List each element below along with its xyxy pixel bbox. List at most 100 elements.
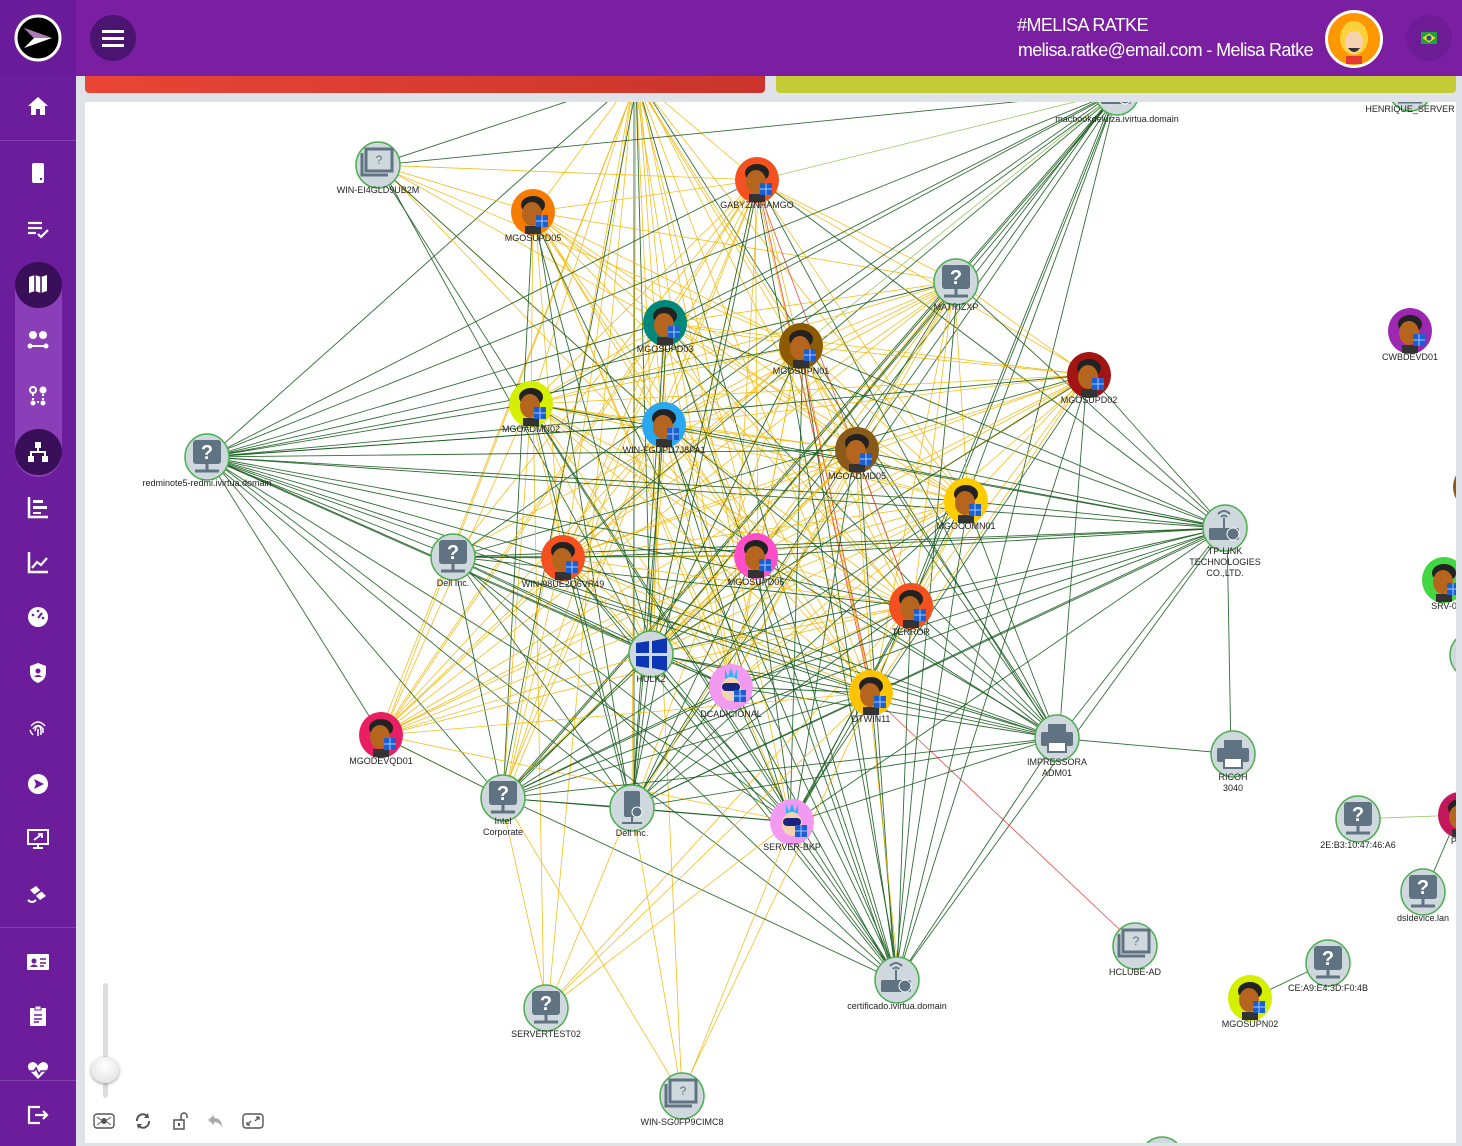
graph-edge <box>640 102 664 324</box>
graph-node[interactable]: WIN-98UE2Q6VR49 <box>522 535 605 589</box>
graph-node[interactable]: MGOSUPD06 <box>728 533 785 587</box>
graph-node[interactable]: MGOADMD05 <box>828 427 886 481</box>
user-avatar[interactable] <box>1325 10 1383 68</box>
graph-edge <box>204 449 860 458</box>
sidebar-item-health[interactable] <box>0 1045 76 1095</box>
graph-node[interactable]: ? <box>1140 1136 1184 1143</box>
sidebar-item-clipboard[interactable] <box>0 991 76 1041</box>
graph-node[interactable]: ? 2E:B3:10:47:46:A6 <box>1320 795 1396 850</box>
sidebar-item-map-route[interactable] <box>0 371 76 421</box>
lock-button[interactable] <box>170 1110 192 1132</box>
sidebar-item-fingerprint[interactable] <box>0 703 76 753</box>
graph-node[interactable]: ? WIN-EI4GLD9UB2M <box>337 141 420 195</box>
graph-node[interactable]: MGODEVQD01 <box>349 712 413 766</box>
zoom-slider-handle[interactable] <box>91 1057 119 1083</box>
graph-node[interactable]: macbookdeluiza.ivirtua.domain <box>1055 102 1179 124</box>
graph-node[interactable]: ? Dell Inc. <box>430 533 476 588</box>
node-router-icon <box>1096 102 1138 116</box>
graph-node[interactable]: ? SERVERTEST02 <box>511 984 581 1039</box>
graph-edge <box>858 102 1109 451</box>
svg-text:?: ? <box>1133 934 1140 948</box>
sidebar-item-home[interactable] <box>0 81 76 131</box>
graph-node[interactable]: DTWIN11 <box>849 670 893 724</box>
sidebar-item-checklist[interactable] <box>0 204 76 254</box>
graph-node[interactable]: certificado.ivirtua.domain <box>847 956 947 1011</box>
graph-node[interactable]: ? MATRIZXP <box>933 258 979 312</box>
undo-button[interactable] <box>205 1110 227 1132</box>
sidebar-item-integration[interactable] <box>0 869 76 919</box>
sidebar-item-logout[interactable] <box>0 1090 76 1140</box>
node-label: MGOSUPD02 <box>1061 395 1118 405</box>
menu-button[interactable] <box>90 15 136 61</box>
sidebar-item-contacts[interactable] <box>0 937 76 987</box>
graph-node[interactable]: ? CE:A9:E4:3D:F0:4B <box>1288 939 1368 993</box>
sidebar-item-send[interactable] <box>0 759 76 809</box>
center-graph-button[interactable] <box>93 1110 115 1132</box>
graph-node[interactable]: ?02:5 <box>1449 632 1456 685</box>
node-label: 2E:B3:10:47:46:A6 <box>1320 840 1396 850</box>
graph-node[interactable]: TERROR <box>889 583 933 637</box>
graph-node[interactable]: MGOSUPD05 <box>505 189 562 243</box>
graph-node[interactable]: GABYZINHAMGO <box>720 157 794 210</box>
graph-node[interactable]: SRV-0 <box>1422 557 1456 611</box>
graph-edge <box>629 500 969 809</box>
node-avatar-icon <box>359 712 403 758</box>
graph-node[interactable]: ? WIN-SG0FP9CIMC8 <box>640 1072 724 1127</box>
fit-screen-button[interactable] <box>242 1110 264 1132</box>
top-header: #MELISA RATKE melisa.ratke@email.com - M… <box>76 0 1462 76</box>
graph-node[interactable] <box>1453 464 1456 510</box>
graph-node[interactable]: SERVER-BKP <box>763 799 821 852</box>
network-graph-canvas[interactable]: MGOSUPD01 ? WIN-EI4GLD9UB2M MGOSUPD05 GABYZI… <box>85 102 1456 1143</box>
node-avatar-icon <box>541 535 585 581</box>
language-button[interactable] <box>1406 15 1452 61</box>
graph-node[interactable]: MGOSUPN01 <box>773 323 830 376</box>
sidebar-item-map[interactable] <box>0 259 76 309</box>
sidebar-item-map-locations[interactable] <box>0 315 76 365</box>
graph-edge <box>854 449 1228 529</box>
graph-edge <box>206 456 967 502</box>
graph-node[interactable]: IMPRESSORA ADM01 <box>1027 714 1087 778</box>
graph-node[interactable]: RICOH 3040 <box>1210 730 1256 793</box>
graph-node[interactable]: ? HCLUBE-AD <box>1109 922 1162 977</box>
graph-node[interactable]: WIN-FGUPD7J8PA1 <box>623 402 706 455</box>
graph-node[interactable]: MGOSUPD03 <box>637 300 694 354</box>
graph-edge <box>753 374 1092 557</box>
graph-node[interactable]: ? Intel Corporate <box>480 774 526 837</box>
sidebar-item-reports[interactable] <box>0 482 76 532</box>
graph-node[interactable]: HULK2 <box>628 630 674 684</box>
zoom-slider-track[interactable] <box>103 983 108 1098</box>
graph-edge <box>206 456 382 736</box>
graph-edge <box>530 211 534 405</box>
graph-node[interactable]: Dell Inc. <box>609 784 655 838</box>
graph-node[interactable]: DCADICIONAL <box>700 664 762 719</box>
app-logo[interactable] <box>0 0 76 76</box>
graph-edge <box>753 527 1228 557</box>
sidebar-item-dashboard[interactable] <box>0 592 76 642</box>
graph-node[interactable]: MGOSUPN02 <box>1222 975 1279 1029</box>
graph-edge <box>502 527 1226 799</box>
graph-edge <box>562 281 957 559</box>
sidebar-item-network-topology[interactable] <box>0 427 76 477</box>
graph-node[interactable]: ?HENRIQUE_SERVER <box>1365 102 1455 114</box>
graph-node[interactable]: CWBDEVD01 <box>1382 308 1438 362</box>
graph-edge <box>208 456 755 557</box>
network-graph[interactable]: MGOSUPD01 ? WIN-EI4GLD9UB2M MGOSUPD05 GABYZI… <box>85 102 1456 1143</box>
refresh-button[interactable] <box>132 1110 154 1132</box>
graph-node[interactable]: MGOCOMN01 <box>936 478 996 531</box>
graph-edge <box>856 449 1058 739</box>
sidebar-item-charts[interactable] <box>0 537 76 587</box>
graph-edge <box>793 737 1056 823</box>
graph-node[interactable]: PTO <box>1438 792 1456 846</box>
graph-edge <box>502 500 967 799</box>
graph-node[interactable]: ? dsldevice.lan <box>1397 868 1449 923</box>
sidebar-item-security[interactable] <box>0 648 76 698</box>
graph-node[interactable]: ? redminote5-redmi.ivirtua.domain <box>142 433 272 488</box>
graph-node[interactable]: MGOSUPD02 <box>1061 352 1118 405</box>
graph-node[interactable]: TP-LINK TECHNOLOGIES CO.,LTD. <box>1189 504 1261 578</box>
graph-node[interactable]: MGOADMN02 <box>502 381 560 434</box>
playlist-check-icon <box>28 221 49 239</box>
node-label: macbookdeluiza.ivirtua.domain <box>1055 114 1179 124</box>
sidebar-item-remote[interactable] <box>0 814 76 864</box>
sidebar-item-devices[interactable] <box>0 148 76 198</box>
graph-node[interactable]: MGOSUPD01 <box>608 102 665 104</box>
